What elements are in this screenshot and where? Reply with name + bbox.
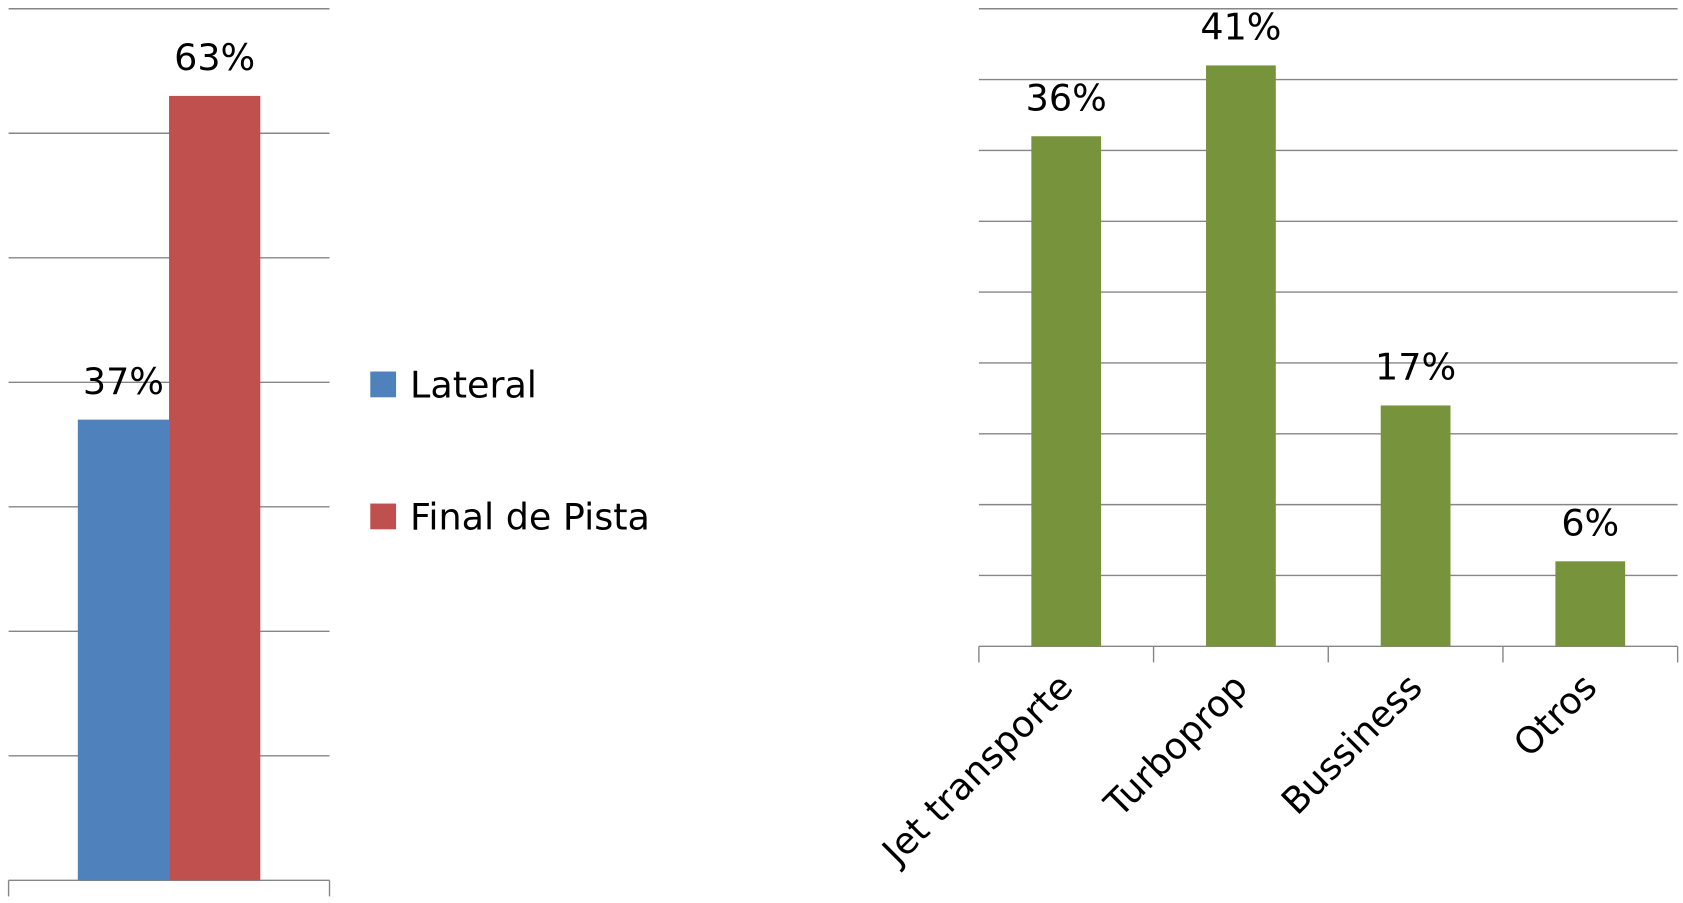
data-label: 6% — [1561, 502, 1619, 545]
data-label: 41% — [1200, 6, 1281, 49]
x-tick-label: Jet transporte — [872, 665, 1081, 874]
data-label: 63% — [174, 36, 255, 79]
legend-swatch — [370, 503, 397, 530]
legend-label: Lateral — [410, 363, 537, 406]
bar — [1555, 561, 1626, 647]
legend-label: Final de Pista — [410, 495, 650, 538]
data-label: 17% — [1375, 346, 1456, 389]
bar — [1031, 136, 1102, 647]
bar — [77, 419, 170, 881]
bar — [1380, 405, 1451, 647]
x-tick-label: Otros — [1505, 665, 1605, 765]
data-label: 36% — [1026, 76, 1107, 119]
x-tick-label: Bussiness — [1273, 665, 1431, 823]
bar — [169, 95, 261, 881]
bar — [1206, 65, 1276, 647]
x-tick-label: Turboprop — [1095, 665, 1256, 826]
legend-swatch — [370, 371, 397, 398]
data-label: 37% — [83, 360, 164, 403]
